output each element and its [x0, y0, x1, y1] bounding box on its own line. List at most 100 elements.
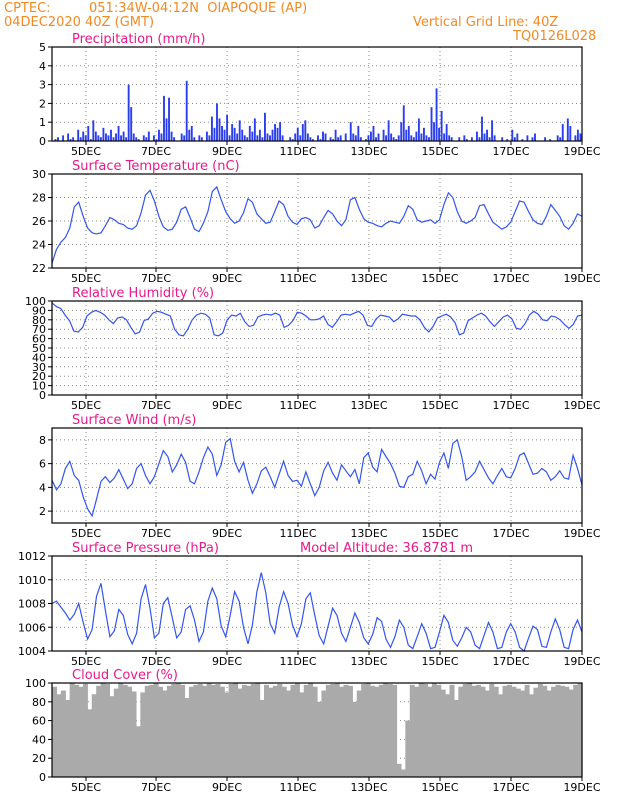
y-tick-label: 80 — [32, 314, 46, 327]
precip-bar — [185, 80, 188, 141]
cloud-bar — [511, 686, 517, 777]
cloud-bar — [281, 686, 287, 777]
precip-bar — [448, 135, 451, 141]
precip-bar — [97, 135, 100, 141]
precip-bar — [357, 125, 360, 141]
y-tick-label: 28 — [32, 192, 46, 205]
x-tick-label: 7DEC — [141, 272, 171, 285]
cloud-bar — [551, 686, 557, 777]
cloud-bar — [400, 769, 406, 777]
precip-bar — [216, 103, 218, 141]
cloud-bar — [56, 694, 62, 777]
cloud-bar — [118, 683, 124, 777]
y-tick-label: 6 — [39, 458, 46, 471]
precip-bar — [476, 131, 478, 141]
precip-bar — [72, 137, 75, 141]
precip-bar — [478, 137, 481, 141]
cloud-bar — [498, 694, 504, 777]
cloud-bar — [330, 683, 336, 777]
precip-bar — [248, 125, 251, 141]
cloud-bar — [502, 685, 508, 777]
y-tick-label: 0 — [39, 389, 46, 402]
cloud-bar — [135, 726, 141, 777]
x-tick-label: 17DEC — [492, 145, 529, 158]
cloud-bar — [343, 684, 349, 777]
cloud-bar — [202, 685, 208, 777]
precip-bar — [170, 131, 173, 141]
precip-bar — [256, 135, 259, 141]
precip-bar — [435, 88, 438, 141]
cloud-bar — [453, 699, 459, 777]
precip-bar — [120, 135, 123, 141]
precip-bar — [57, 137, 59, 141]
x-tick-label: 15DEC — [421, 272, 458, 285]
y-tick-label: 26 — [32, 215, 46, 228]
y-tick-label: 20 — [32, 752, 46, 765]
cloud-bar — [471, 685, 477, 777]
precip-bar — [438, 127, 441, 141]
x-tick-label: 13DEC — [350, 781, 387, 794]
precip-bar — [306, 133, 309, 141]
y-tick-label: 4 — [39, 60, 46, 73]
precip-bar — [458, 137, 461, 141]
precip-bar — [417, 118, 420, 141]
precip-bar — [410, 135, 413, 141]
precip-bar — [243, 135, 246, 141]
panel-title: Precipitation (mm/h) — [72, 32, 205, 47]
series-line — [51, 185, 583, 264]
precip-bar — [264, 112, 266, 141]
precip-bar — [289, 137, 292, 141]
cloud-bar — [180, 684, 186, 777]
precip-bar — [349, 122, 352, 141]
x-tick-label: 15DEC — [421, 781, 458, 794]
y-tick-label: 1006 — [18, 621, 46, 634]
x-tick-label: 7DEC — [141, 655, 171, 668]
panel-title: Surface Temperature (nC) — [72, 159, 240, 174]
precip-bar — [544, 137, 547, 141]
cloud-bar — [533, 687, 539, 777]
precip-bar — [274, 124, 276, 141]
cloud-bar — [361, 683, 367, 777]
precip-bar — [223, 129, 226, 141]
y-tick-label: 20 — [32, 370, 46, 383]
precip-bar — [430, 107, 433, 141]
y-tick-label: 1008 — [18, 598, 46, 611]
cloud-bar — [127, 686, 133, 777]
y-tick-label: 1004 — [18, 645, 46, 658]
precip-bar — [152, 135, 155, 141]
precip-bar — [105, 133, 107, 141]
cloud-bar — [427, 686, 433, 777]
precip-bar — [142, 135, 145, 141]
cloud-bar — [188, 686, 194, 777]
precip-bar — [387, 120, 390, 141]
x-tick-label: 15DEC — [421, 655, 458, 668]
cloud-bar — [347, 685, 353, 777]
y-tick-label: 1 — [39, 116, 46, 129]
cloud-bar — [418, 683, 424, 777]
precip-bar — [173, 137, 176, 141]
cloud-bar — [268, 687, 274, 777]
x-tick-label: 11DEC — [279, 272, 316, 285]
y-tick-label: 1010 — [18, 574, 46, 587]
precip-bar — [226, 114, 229, 141]
precip-bar — [372, 125, 375, 141]
x-tick-label: 9DEC — [212, 145, 242, 158]
y-tick-label: 2 — [39, 505, 46, 518]
cloud-bar — [277, 683, 283, 777]
precip-bar — [238, 120, 241, 141]
cloud-bar — [524, 684, 530, 777]
header-vertical-grid: Vertical Grid Line: 40Z — [413, 15, 559, 30]
precip-bar — [481, 116, 483, 141]
precip-bar — [352, 133, 355, 141]
precip-bar — [566, 118, 569, 141]
precip-bar — [218, 118, 221, 141]
x-tick-label: 7DEC — [141, 527, 171, 540]
x-tick-label: 9DEC — [212, 272, 242, 285]
x-tick-label: 19DEC — [563, 399, 600, 412]
precip-bar — [221, 125, 223, 141]
cloud-bar — [445, 694, 451, 777]
precip-bar — [526, 135, 529, 141]
x-tick-label: 9DEC — [212, 399, 242, 412]
cloud-bar — [467, 683, 473, 777]
